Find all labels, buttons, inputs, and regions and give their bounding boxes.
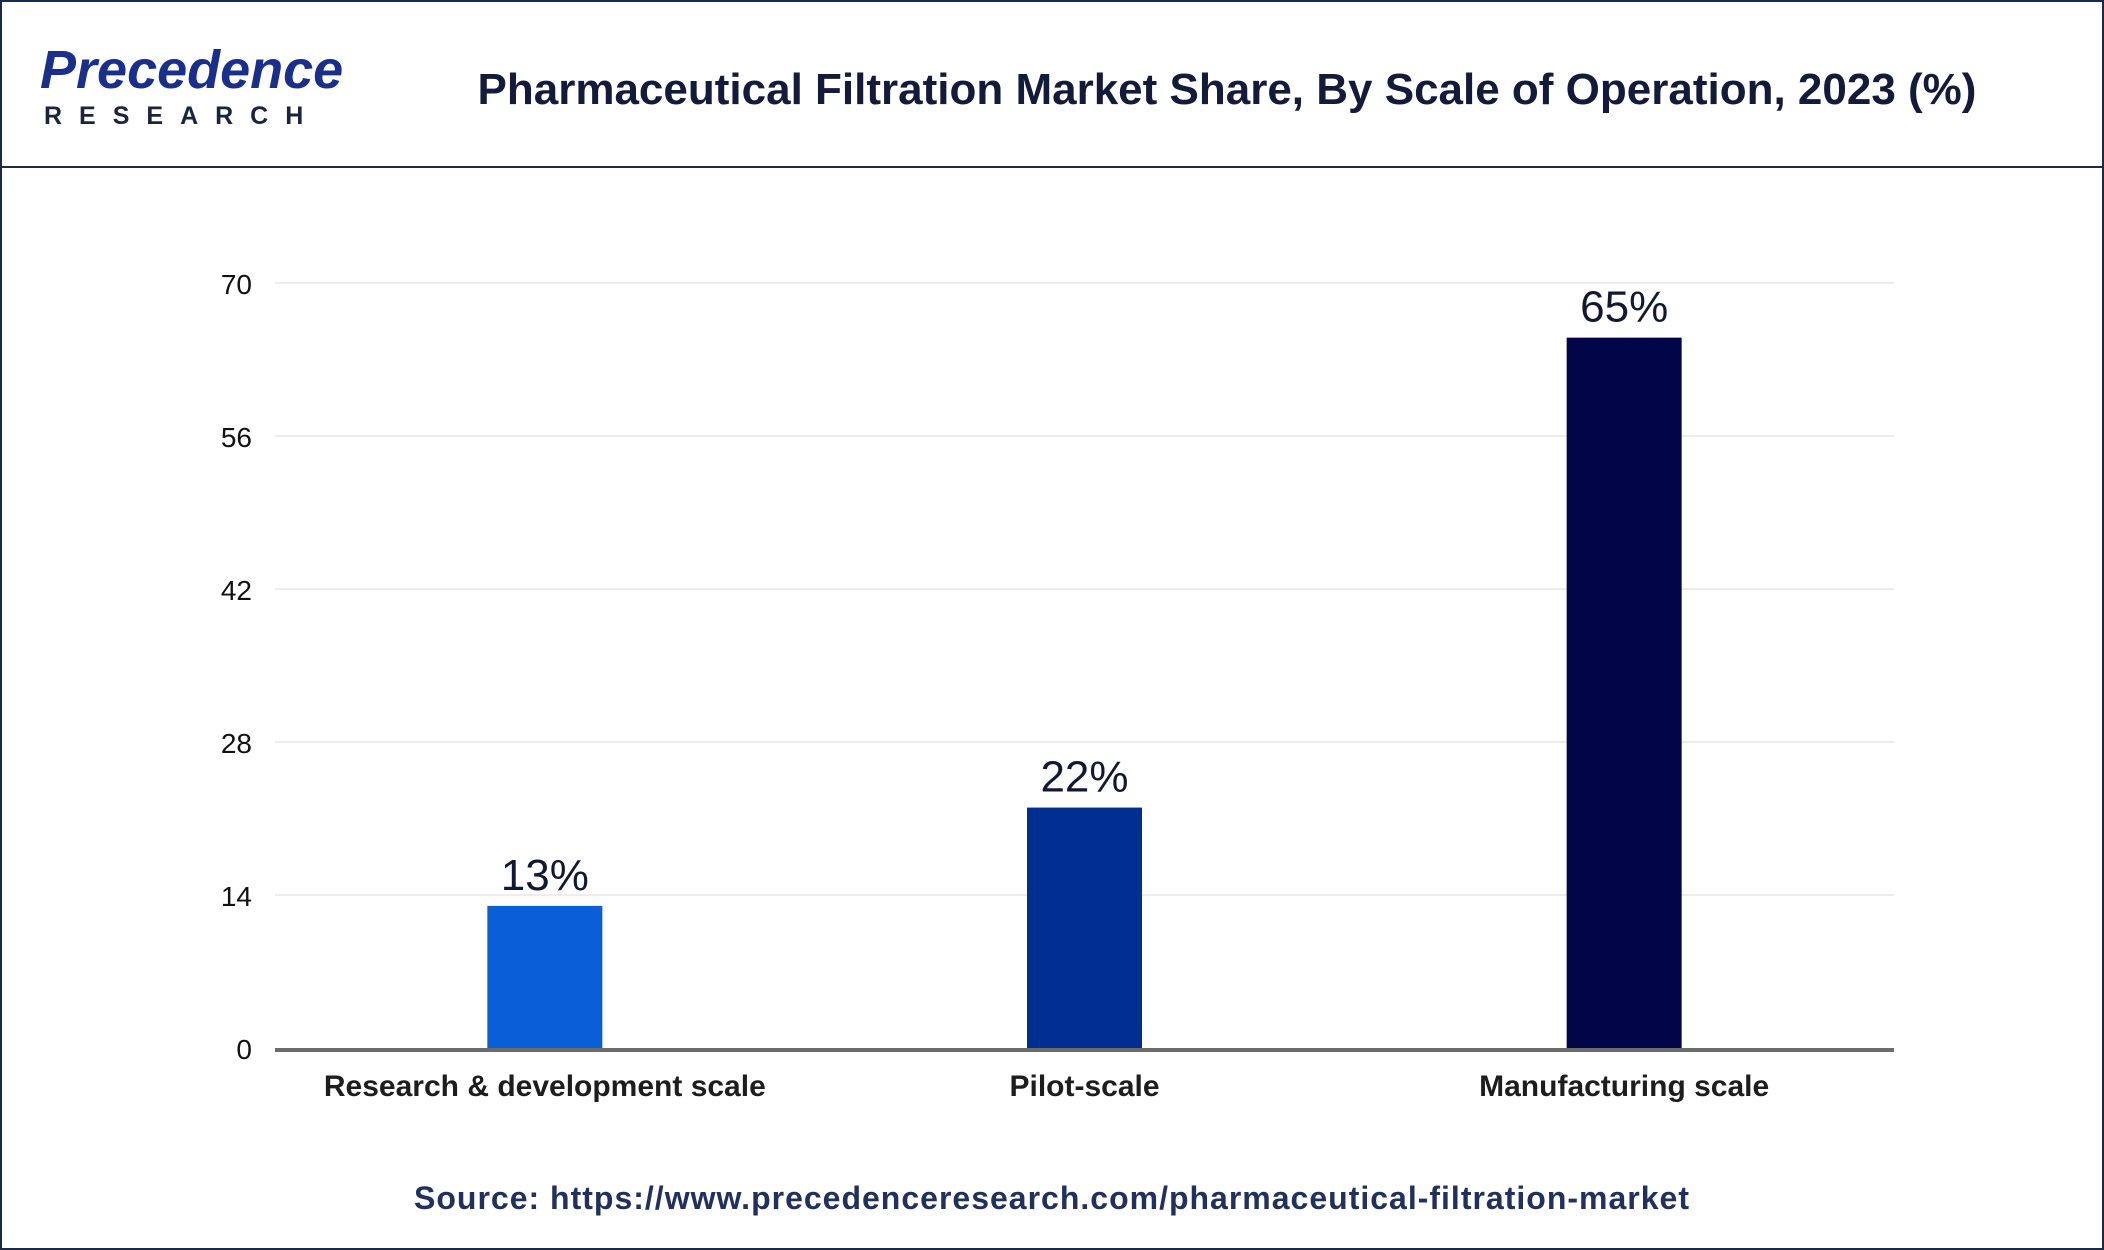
logo-subtitle: RESEARCH bbox=[44, 102, 321, 130]
x-tick-label: Manufacturing scale bbox=[1479, 1070, 1769, 1103]
bar bbox=[487, 905, 603, 1048]
source-note: Source: https://www.precedenceresearch.c… bbox=[414, 1180, 1690, 1216]
y-tick-label: 0 bbox=[236, 1034, 252, 1065]
data-label: 13% bbox=[501, 851, 589, 900]
data-label: 65% bbox=[1580, 283, 1668, 332]
logo-wordmark: Precedence bbox=[40, 40, 344, 100]
logo: Precedence RESEARCH bbox=[40, 40, 344, 130]
header: Precedence RESEARCH Pharmaceutical Filtr… bbox=[2, 2, 2102, 168]
bar-chart: 0 14 28 42 56 70 13% Research & development sca… bbox=[221, 269, 1894, 1103]
y-tick-label: 28 bbox=[221, 728, 252, 759]
chart-title: Pharmaceutical Filtration Market Share, … bbox=[477, 65, 1977, 114]
bar bbox=[1027, 807, 1142, 1048]
y-tick-label: 70 bbox=[221, 269, 252, 300]
x-tick-label: Research & development scale bbox=[324, 1070, 766, 1103]
y-tick-label: 56 bbox=[221, 422, 252, 453]
x-tick-label: Pilot-scale bbox=[1009, 1070, 1159, 1103]
y-tick-label: 14 bbox=[221, 881, 252, 912]
y-tick-label: 42 bbox=[221, 575, 252, 606]
data-label: 22% bbox=[1040, 753, 1128, 802]
bar bbox=[1566, 337, 1682, 1049]
